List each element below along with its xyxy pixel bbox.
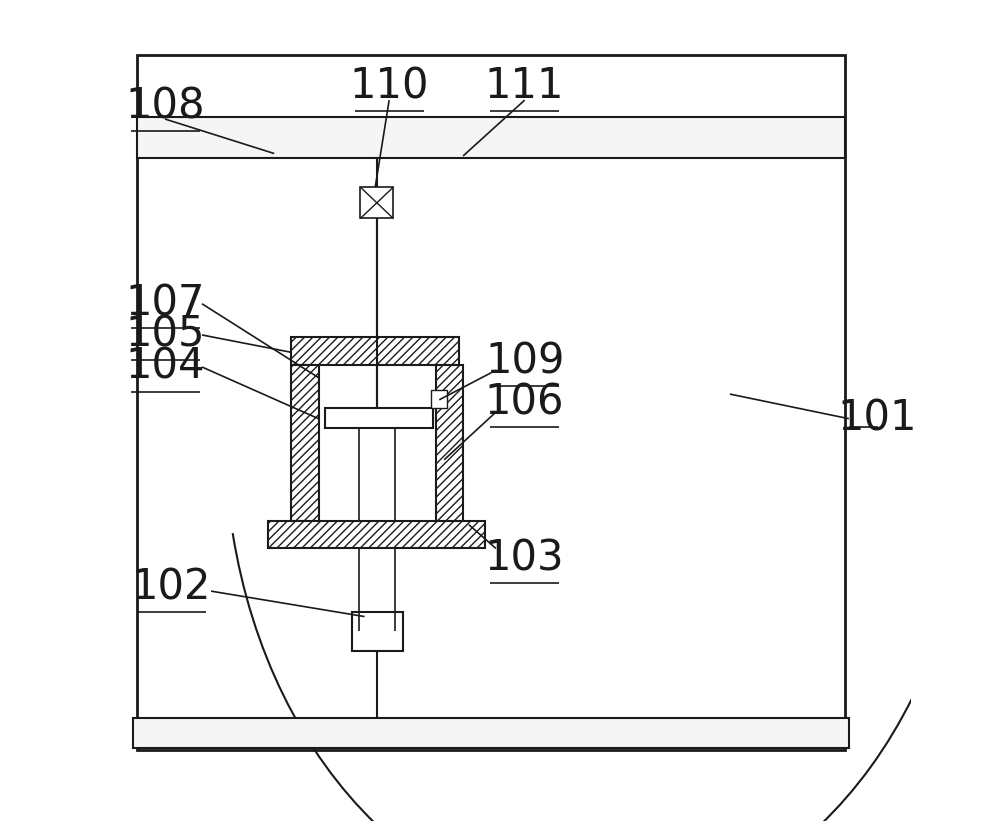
Text: 106: 106 [485, 381, 564, 424]
Text: 103: 103 [485, 537, 564, 580]
Text: 110: 110 [349, 65, 429, 108]
Text: 104: 104 [125, 346, 205, 388]
Bar [325, 408, 433, 428]
Bar [133, 718, 849, 748]
Text: 107: 107 [125, 282, 205, 325]
Bar [352, 612, 403, 651]
Bar [360, 187, 393, 218]
Text: 101: 101 [838, 397, 917, 440]
Text: 111: 111 [485, 65, 564, 108]
Bar [291, 365, 319, 521]
Text: 102: 102 [132, 566, 211, 608]
Text: 108: 108 [125, 85, 205, 128]
Bar [137, 55, 845, 750]
Bar [291, 337, 459, 365]
Bar [436, 365, 463, 521]
Bar [268, 521, 485, 548]
Text: 109: 109 [485, 340, 564, 383]
Text: 105: 105 [125, 314, 205, 356]
Bar [137, 117, 845, 158]
Bar [431, 390, 447, 408]
